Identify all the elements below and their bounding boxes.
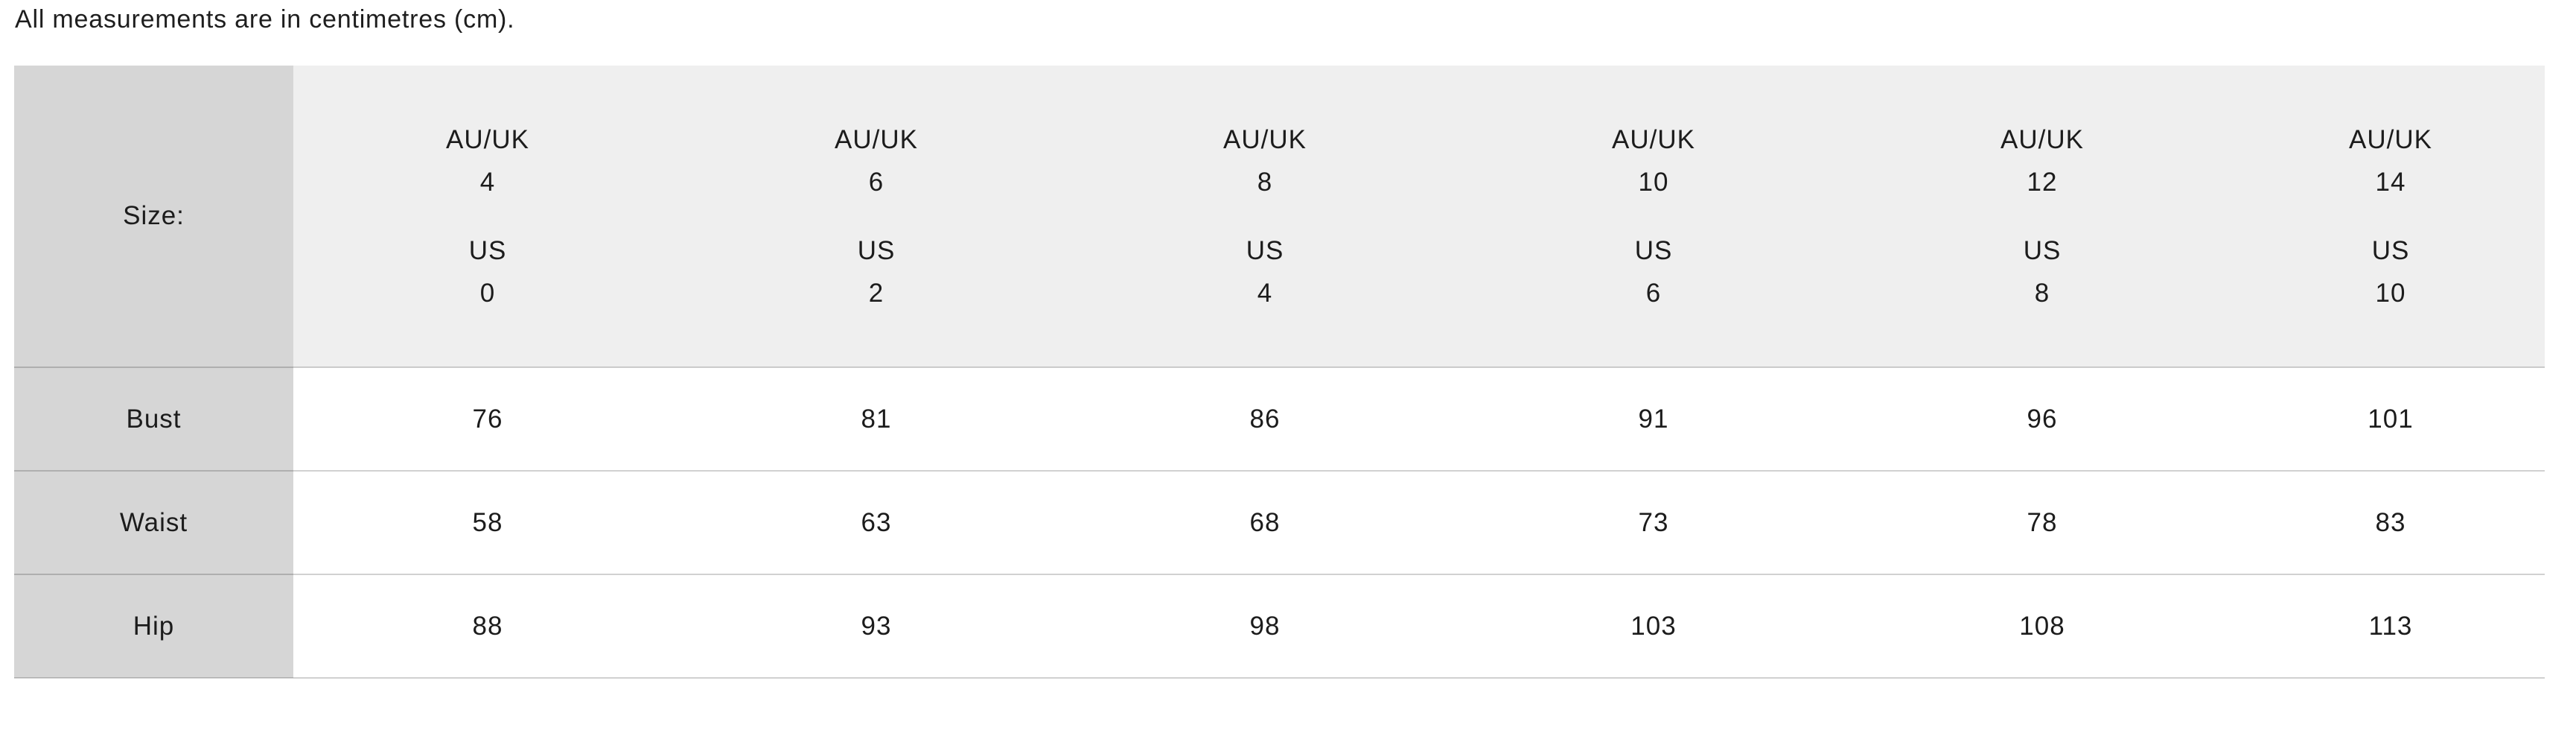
au-uk-size-value: 14 [2375, 167, 2406, 197]
us-label: US [2023, 235, 2062, 265]
hip-value: 93 [682, 574, 1071, 679]
us-size-value: 4 [1257, 278, 1273, 308]
us-size-value: 2 [868, 278, 884, 308]
waist-value: 63 [682, 471, 1071, 575]
waist-value: 58 [293, 471, 682, 575]
waist-row-label: Waist [14, 471, 293, 575]
au-uk-block: AU/UK 12 [1848, 118, 2237, 203]
us-block: US 8 [1848, 229, 2237, 314]
size-column-header-4: AU/UK 10 US 6 [1459, 66, 1848, 368]
us-block: US 2 [682, 229, 1071, 314]
waist-value: 73 [1459, 471, 1848, 575]
table-header-row: Size: AU/UK 4 US 0 AU/UK 6 US 2 [14, 66, 2545, 368]
bust-value: 86 [1071, 367, 1459, 472]
us-label: US [857, 235, 896, 265]
au-uk-label: AU/UK [1612, 124, 1695, 154]
us-label: US [468, 235, 507, 265]
bust-value: 101 [2237, 367, 2545, 472]
us-block: US 6 [1459, 229, 1848, 314]
size-corner-cell: Size: [14, 66, 293, 368]
au-uk-size-value: 12 [2027, 167, 2058, 197]
au-uk-block: AU/UK 14 [2237, 118, 2545, 203]
hip-value: 88 [293, 574, 682, 679]
us-size-value: 0 [479, 278, 496, 308]
us-size-value: 8 [2034, 278, 2050, 308]
bust-row-label: Bust [14, 367, 293, 472]
us-block: US 10 [2237, 229, 2545, 314]
hip-value: 103 [1459, 574, 1848, 679]
au-uk-label: AU/UK [446, 124, 529, 154]
waist-value: 78 [1848, 471, 2237, 575]
hip-row: Hip 88 93 98 103 108 113 [14, 574, 2545, 679]
size-chart-table: Size: AU/UK 4 US 0 AU/UK 6 US 2 [14, 66, 2545, 679]
us-size-value: 10 [2375, 278, 2406, 308]
bust-row: Bust 76 81 86 91 96 101 [14, 367, 2545, 472]
au-uk-block: AU/UK 4 [293, 118, 682, 203]
hip-row-label: Hip [14, 574, 293, 679]
au-uk-block: AU/UK 6 [682, 118, 1071, 203]
us-label: US [1246, 235, 1284, 265]
au-uk-size-value: 4 [479, 167, 496, 197]
size-column-header-1: AU/UK 4 US 0 [293, 66, 682, 368]
measurement-note: All measurements are in centimetres (cm)… [15, 5, 515, 34]
size-column-header-6: AU/UK 14 US 10 [2237, 66, 2545, 368]
us-block: US 4 [1071, 229, 1459, 314]
size-column-header-2: AU/UK 6 US 2 [682, 66, 1071, 368]
au-uk-size-value: 6 [868, 167, 884, 197]
us-label: US [1634, 235, 1673, 265]
us-size-value: 6 [1645, 278, 1662, 308]
bust-value: 91 [1459, 367, 1848, 472]
size-column-header-5: AU/UK 12 US 8 [1848, 66, 2237, 368]
au-uk-label: AU/UK [1223, 124, 1307, 154]
bust-value: 81 [682, 367, 1071, 472]
waist-row: Waist 58 63 68 73 78 83 [14, 471, 2545, 575]
au-uk-size-value: 8 [1257, 167, 1273, 197]
au-uk-label: AU/UK [2349, 124, 2432, 154]
au-uk-label: AU/UK [2000, 124, 2084, 154]
hip-value: 108 [1848, 574, 2237, 679]
au-uk-block: AU/UK 10 [1459, 118, 1848, 203]
hip-value: 113 [2237, 574, 2545, 679]
au-uk-size-value: 10 [1638, 167, 1669, 197]
size-column-header-3: AU/UK 8 US 4 [1071, 66, 1459, 368]
au-uk-block: AU/UK 8 [1071, 118, 1459, 203]
bust-value: 76 [293, 367, 682, 472]
us-label: US [2371, 235, 2410, 265]
waist-value: 83 [2237, 471, 2545, 575]
us-block: US 0 [293, 229, 682, 314]
au-uk-label: AU/UK [835, 124, 918, 154]
hip-value: 98 [1071, 574, 1459, 679]
bust-value: 96 [1848, 367, 2237, 472]
waist-value: 68 [1071, 471, 1459, 575]
